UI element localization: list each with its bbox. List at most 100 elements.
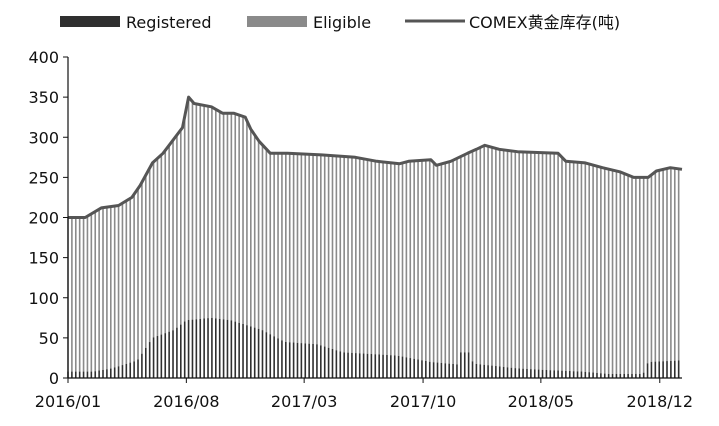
bar-eligible-32 (191, 101, 194, 320)
bar-registered-43 (234, 321, 237, 378)
bar-registered-44 (238, 322, 240, 378)
bar-registered-50 (261, 330, 264, 378)
bar-eligible-33 (195, 103, 198, 320)
bar-eligible-108 (487, 146, 489, 366)
bar-eligible-5 (86, 216, 89, 372)
bar-eligible-12 (113, 206, 116, 368)
bar-eligible-78 (370, 160, 373, 355)
bar-eligible-144 (627, 175, 629, 374)
bar-eligible-143 (623, 173, 626, 374)
legend: Registered Eligible COMEX黄金库存(吨) (60, 13, 620, 32)
axes-layer: 0 50 100 150 200 250 300 350 400 2016/01 2016/08 20… (28, 48, 693, 411)
bar-eligible-114 (510, 150, 513, 368)
bar-eligible-93 (428, 159, 431, 362)
bar-eligible-83 (390, 162, 392, 356)
bar-registered-110 (495, 366, 497, 378)
bar-eligible-150 (650, 174, 653, 362)
bar-registered-29 (180, 324, 182, 378)
bar-registered-34 (199, 318, 202, 378)
bar-eligible-142 (619, 171, 622, 374)
bar-eligible-49 (257, 140, 260, 329)
bar-eligible-38 (215, 109, 217, 319)
bar-eligible-41 (226, 113, 229, 320)
bar-registered-42 (230, 320, 233, 378)
bar-registered-52 (269, 334, 272, 378)
bar-registered-70 (339, 351, 342, 378)
bar-eligible-54 (277, 153, 279, 339)
y-tick-label-350: 350 (28, 88, 59, 107)
bar-registered-137 (600, 373, 602, 378)
bar-registered-87 (405, 357, 408, 378)
bar-registered-62 (308, 343, 310, 378)
bar-eligible-56 (285, 153, 287, 342)
bar-registered-101 (460, 352, 462, 378)
bar-registered-153 (662, 361, 664, 378)
bar-registered-71 (343, 352, 345, 378)
bar-registered-133 (584, 371, 587, 378)
bar-registered-151 (654, 361, 657, 378)
y-tick-label-100: 100 (28, 289, 59, 308)
x-tick-label-1: 2016/08 (153, 392, 219, 411)
bar-eligible-88 (409, 161, 412, 359)
bar-eligible-34 (199, 104, 202, 319)
bar-eligible-94 (432, 162, 435, 363)
bar-eligible-39 (218, 111, 221, 319)
bar-eligible-110 (495, 148, 497, 367)
bar-registered-80 (378, 354, 380, 378)
bar-registered-131 (576, 371, 579, 378)
bar-registered-49 (257, 328, 260, 378)
bar-registered-18 (137, 359, 139, 378)
bar-eligible-105 (475, 149, 478, 364)
bar-registered-55 (281, 340, 283, 378)
bar-registered-30 (183, 321, 186, 378)
bar-eligible-148 (642, 177, 645, 373)
bar-registered-140 (611, 373, 614, 378)
bar-eligible-66 (323, 155, 326, 347)
bar-eligible-44 (238, 115, 240, 323)
bar-eligible-24 (160, 154, 163, 335)
bar-eligible-74 (355, 157, 357, 354)
bar-registered-125 (553, 370, 555, 378)
bar-registered-89 (413, 358, 415, 378)
legend-swatch-0 (60, 16, 120, 27)
bar-registered-112 (502, 366, 505, 378)
bar-eligible-96 (440, 163, 443, 363)
bar-eligible-50 (261, 144, 264, 331)
bar-registered-69 (335, 350, 338, 378)
bar-registered-38 (215, 318, 217, 378)
bar-eligible-137 (600, 167, 602, 374)
y-tick-label-0: 0 (49, 369, 59, 388)
bar-registered-73 (351, 352, 353, 378)
bar-registered-58 (292, 342, 295, 378)
bar-registered-93 (428, 361, 431, 378)
bar-eligible-4 (82, 217, 85, 372)
bar-registered-60 (300, 343, 303, 378)
bar-registered-115 (514, 368, 517, 378)
bar-eligible-124 (549, 152, 552, 371)
bar-eligible-149 (646, 177, 649, 364)
bar-registered-5 (86, 371, 89, 378)
bar-eligible-46 (246, 120, 248, 326)
bar-eligible-155 (670, 167, 672, 361)
bar-registered-11 (109, 368, 112, 378)
bar-eligible-107 (483, 145, 485, 365)
bar-eligible-69 (335, 155, 338, 351)
bar-registered-16 (129, 362, 132, 378)
bar-registered-17 (133, 361, 135, 378)
bar-eligible-82 (386, 162, 388, 355)
bar-registered-54 (277, 338, 279, 378)
bar-eligible-132 (580, 162, 583, 372)
bar-eligible-111 (498, 149, 501, 367)
bar-eligible-48 (253, 134, 256, 328)
bar-registered-48 (253, 327, 256, 378)
bar-eligible-37 (211, 107, 213, 318)
bar-eligible-51 (265, 149, 268, 333)
bar-registered-146 (635, 373, 637, 378)
bar-registered-154 (666, 361, 668, 378)
bar-eligible-15 (125, 200, 128, 364)
bar-registered-128 (565, 370, 567, 378)
x-tick-label-5: 2018/12 (627, 392, 693, 411)
bar-eligible-53 (273, 153, 275, 337)
bar-registered-46 (246, 325, 248, 378)
bar-eligible-42 (230, 113, 233, 321)
